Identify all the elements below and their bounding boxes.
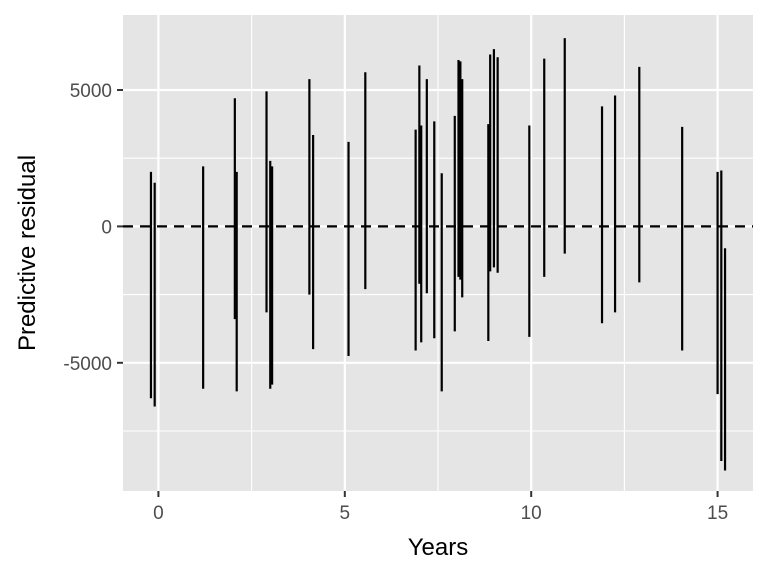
tick-labels: 0 5 10 15 -5000 0 5000 (63, 81, 728, 524)
y-tick-label: -5000 (63, 354, 112, 375)
y-tick-label: 5000 (70, 81, 112, 102)
y-tick-label: 0 (101, 217, 112, 238)
y-axis-title: Predictive residual (14, 155, 41, 351)
axis-ticks (117, 89, 719, 497)
x-tick-label: 10 (521, 503, 542, 524)
interval-marks (149, 38, 727, 471)
x-tick-label: 0 (153, 503, 164, 524)
x-axis-title: Years (408, 534, 469, 561)
x-tick-label: 15 (707, 503, 728, 524)
x-tick-label: 5 (340, 503, 351, 524)
minor-gridlines (123, 15, 753, 491)
